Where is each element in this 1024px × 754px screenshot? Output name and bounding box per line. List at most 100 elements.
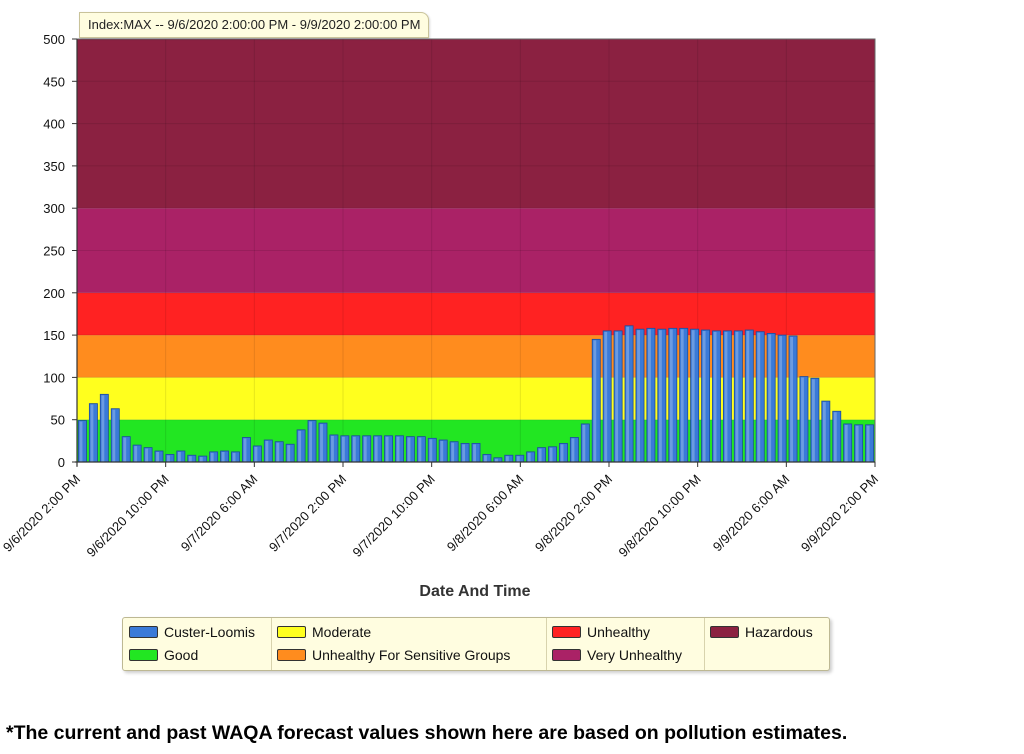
x-tick-label: 9/7/2020 6:00 AM: [178, 472, 261, 555]
legend-item-custer-loomis[interactable]: Custer-Loomis: [129, 622, 255, 642]
bar-highlight: [178, 452, 181, 462]
bar-highlight: [134, 446, 138, 462]
bar-highlight: [352, 436, 356, 462]
legend-label: Good: [164, 647, 199, 663]
bar-highlight: [188, 456, 192, 462]
legend-label: Unhealthy: [587, 624, 651, 640]
bar-highlight: [145, 448, 149, 462]
x-tick-label: 9/6/2020 10:00 PM: [83, 472, 171, 560]
bar-highlight: [473, 444, 476, 462]
bar-highlight: [669, 329, 673, 462]
legend-label: Moderate: [312, 624, 372, 640]
legend-column-4: Hazardous: [704, 618, 828, 670]
bar-highlight: [757, 332, 761, 462]
bar-highlight: [407, 437, 411, 462]
band-moderate: [77, 377, 875, 420]
bar-highlight: [724, 331, 728, 462]
bar-highlight: [735, 331, 739, 462]
bar-highlight: [221, 452, 225, 462]
bar-highlight: [822, 402, 826, 462]
bar-highlight: [484, 455, 487, 462]
bar-highlight: [516, 456, 520, 462]
bar-highlight: [363, 436, 367, 462]
bar-highlight: [833, 412, 837, 462]
x-tick-label: 9/8/2020 2:00 PM: [532, 472, 615, 555]
legend-swatch-custer-loomis: [129, 626, 158, 638]
band-very-unhealthy: [77, 208, 875, 293]
bar-highlight: [593, 340, 597, 462]
y-tick-label: 500: [43, 32, 65, 47]
y-tick-label: 150: [43, 328, 65, 343]
grid-lines: [76, 39, 876, 462]
y-tick-label: 450: [43, 74, 65, 89]
x-tick-label: 9/7/2020 10:00 PM: [349, 472, 437, 560]
bar-highlight: [298, 430, 302, 462]
bar-highlight: [505, 456, 509, 462]
legend-item-moderate[interactable]: Moderate: [277, 622, 371, 642]
bar-highlight: [210, 452, 214, 462]
bar-highlight: [462, 444, 466, 462]
bar-highlight: [341, 436, 345, 462]
legend-item-very-unhealthy[interactable]: Very Unhealthy: [552, 645, 682, 665]
legend: Custer-Loomis Good Moderate Unhealthy Fo…: [122, 617, 830, 671]
legend-label: Hazardous: [745, 624, 813, 640]
x-tick-label: 9/8/2020 6:00 AM: [444, 472, 527, 555]
legend-column-3: Unhealthy Very Unhealthy: [546, 618, 705, 670]
x-tick-label: 9/8/2020 10:00 PM: [615, 472, 703, 560]
bar-highlight: [320, 424, 323, 462]
x-axis-ticks: 9/6/2020 2:00 PM 9/6/2020 10:00 PM 9/7/202…: [0, 462, 881, 560]
x-tick-label: 9/9/2020 2:00 PM: [798, 472, 881, 555]
y-axis-ticks: 0 50 100 150 200 250 300 350 400 450 500: [43, 32, 77, 470]
band-unhealthy-for-sensitive-groups: [77, 335, 875, 378]
bar-highlight: [112, 409, 116, 462]
bar-highlight: [374, 436, 378, 462]
y-tick-label: 300: [43, 201, 65, 216]
legend-item-usg[interactable]: Unhealthy For Sensitive Groups: [277, 645, 510, 665]
bar-highlight: [582, 424, 586, 462]
bar-highlight: [232, 452, 236, 462]
bar-highlight: [844, 424, 848, 462]
legend-item-hazardous[interactable]: Hazardous: [710, 622, 813, 642]
bar-highlight: [549, 447, 553, 462]
legend-item-good[interactable]: Good: [129, 645, 198, 665]
bar-highlight: [451, 442, 455, 462]
bar-highlight: [680, 329, 684, 462]
y-tick-label: 0: [58, 455, 65, 470]
bar-series-custer-loomis: [78, 325, 874, 463]
legend-swatch-usg: [277, 649, 306, 661]
legend-column-2: Moderate Unhealthy For Sensitive Groups: [271, 618, 547, 670]
legend-column-1: Custer-Loomis Good: [123, 618, 272, 670]
bar-highlight: [254, 446, 258, 462]
legend-swatch-good: [129, 649, 158, 661]
bar-highlight: [658, 330, 662, 462]
bar-highlight: [429, 439, 433, 462]
bar-highlight: [648, 329, 651, 462]
legend-label: Very Unhealthy: [587, 647, 682, 663]
bar-highlight: [243, 438, 247, 462]
y-tick-label: 250: [43, 244, 65, 259]
bar-highlight: [779, 336, 783, 462]
bar-highlight: [156, 452, 159, 462]
bar-highlight: [276, 442, 280, 462]
legend-label: Custer-Loomis: [164, 624, 256, 640]
x-tick-label: 9/7/2020 2:00 PM: [266, 472, 349, 555]
bar-highlight: [801, 377, 804, 462]
bar-highlight: [571, 438, 575, 462]
bar-highlight: [560, 444, 564, 462]
bar-highlight: [713, 331, 717, 462]
bar-highlight: [866, 425, 870, 462]
bar-highlight: [790, 336, 793, 462]
bar-highlight: [385, 436, 389, 462]
bar-highlight: [691, 330, 695, 462]
band-hazardous: [77, 39, 875, 209]
bar-highlight: [101, 395, 105, 462]
footnote: *The current and past WAQA forecast valu…: [6, 722, 848, 744]
bar-highlight: [199, 457, 203, 462]
bar-highlight: [265, 441, 269, 462]
bar-highlight: [615, 331, 619, 462]
bar-highlight: [702, 331, 706, 462]
y-tick-label: 400: [43, 117, 65, 132]
y-tick-label: 100: [43, 370, 65, 385]
legend-item-unhealthy[interactable]: Unhealthy: [552, 622, 650, 642]
